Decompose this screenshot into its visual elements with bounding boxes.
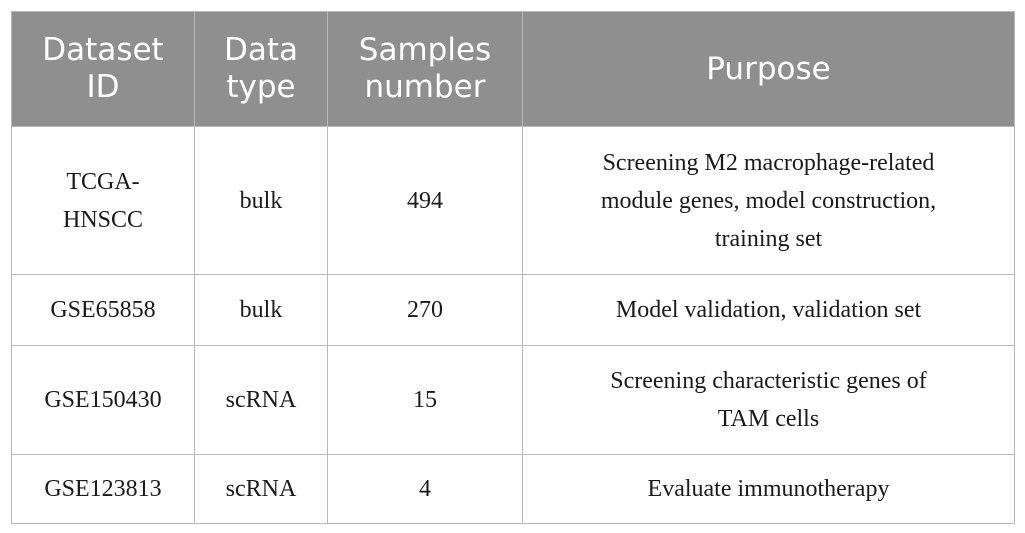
cell-samples: 4 [327,454,523,524]
header-data-type: Data type [194,11,328,127]
cell-text: GSE65858 [50,297,156,323]
header-text: ID [86,69,120,105]
cell-text: module genes, model construction, [600,187,937,214]
header-text: Purpose [706,50,831,87]
header-text: Dataset [42,32,164,68]
header-text: type [226,69,296,105]
cell-text: Screening M2 macrophage-related [602,149,935,176]
cell-dataset-id: TCGA- HNSCC [11,126,195,275]
cell-text: Evaluate immunotherapy [647,476,890,502]
cell-text: GSE150430 [44,387,162,413]
cell-purpose: Screening characteristic genes of TAM ce… [522,345,1015,455]
cell-purpose: Model validation, validation set [522,274,1015,346]
cell-data-type: bulk [194,126,328,275]
header-text: Data [223,32,299,68]
header-dataset-id: Dataset ID [11,11,195,127]
table-row: GSE65858 bulk 270 Model validation, vali… [11,274,1015,346]
cell-text: TCGA- [66,168,140,195]
header-samples-number: Samples number [327,11,523,127]
cell-data-type: bulk [194,274,328,346]
header-purpose: Purpose [522,11,1015,127]
dataset-table: Dataset ID Data type Samples number Purp… [11,11,1015,524]
cell-data-type: scRNA [194,454,328,524]
cell-text: GSE123813 [44,476,162,502]
table-row: GSE123813 scRNA 4 Evaluate immunotherapy [11,454,1015,524]
cell-data-type: scRNA [194,345,328,455]
cell-samples: 270 [327,274,523,346]
cell-samples: 494 [327,126,523,275]
cell-text: Model validation, validation set [615,297,922,323]
cell-dataset-id: GSE65858 [11,274,195,346]
cell-dataset-id: GSE123813 [11,454,195,524]
table-row: TCGA- HNSCC bulk 494 Screening M2 macrop… [11,126,1015,275]
dataset-table-container: Dataset ID Data type Samples number Purp… [11,11,1015,524]
cell-samples: 15 [327,345,523,455]
cell-text: TAM cells [717,406,820,432]
cell-text: HNSCC [62,206,144,233]
cell-text: Screening characteristic genes of [610,368,927,394]
header-text: number [364,69,486,105]
cell-text: training set [714,225,823,252]
cell-purpose: Evaluate immunotherapy [522,454,1015,524]
header-text: Samples [358,32,492,68]
cell-purpose: Screening M2 macrophage-related module g… [522,126,1015,275]
table-header-row: Dataset ID Data type Samples number Purp… [11,11,1015,127]
table-row: GSE150430 scRNA 15 Screening characteris… [11,345,1015,455]
cell-dataset-id: GSE150430 [11,345,195,455]
